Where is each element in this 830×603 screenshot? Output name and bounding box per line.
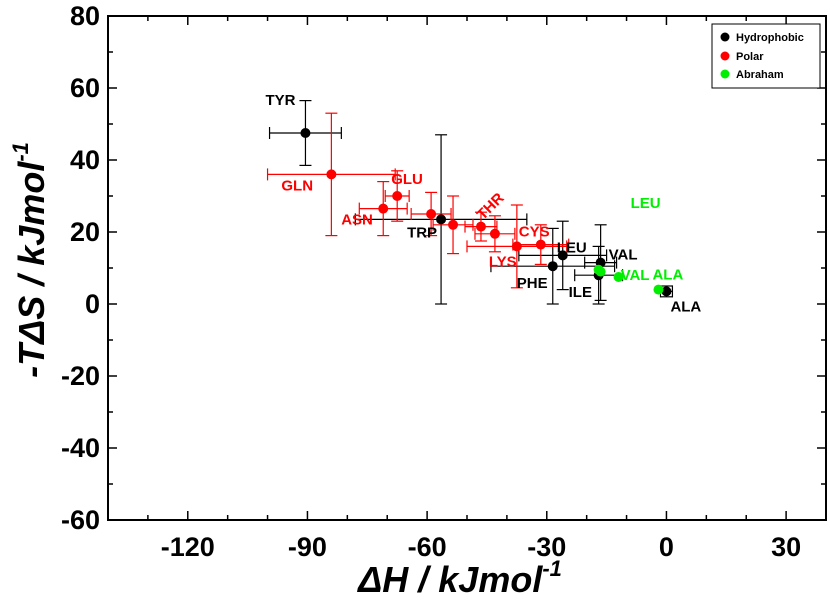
point-label: GLU: [391, 171, 423, 188]
point-label: PHE: [517, 275, 548, 292]
data-point: [547, 261, 558, 272]
x-tick-label: -60: [408, 532, 447, 562]
data-point: [326, 169, 337, 180]
x-axis-title: ΔH / kJmol-1: [356, 556, 562, 600]
data-point: [475, 221, 486, 232]
data-point: [436, 214, 447, 225]
point-label: ALA: [670, 298, 701, 315]
point-label: TYR: [265, 92, 295, 109]
data-point: [595, 266, 606, 277]
point-label: ASN: [341, 212, 373, 229]
legend-marker-polar: [720, 51, 730, 61]
point-label: LEU: [557, 239, 587, 256]
data-point: [300, 128, 311, 138]
point-label: VAL: [621, 267, 650, 284]
y-axis-title: -TΔS / kJmol-1: [8, 142, 52, 378]
point-label: ILE: [569, 284, 592, 301]
legend-label-hydrophobic: Hydrophobic: [736, 32, 804, 44]
data-point: [613, 272, 624, 282]
x-axis-title-text: ΔH / kJmol: [356, 559, 543, 600]
x-axis-title-sup: -1: [542, 556, 562, 581]
point-label: THR: [474, 189, 508, 223]
legend-marker-hydrophobic: [720, 32, 730, 42]
x-tick-label: 0: [659, 532, 674, 562]
point-label: GLN: [281, 177, 313, 194]
point-label: LEU: [631, 195, 661, 212]
x-tick-label: 30: [771, 532, 801, 562]
data-point: [661, 286, 672, 297]
point-label: VAL: [609, 247, 638, 264]
legend-box: [711, 23, 821, 89]
axes-layer: -120 -90 -60 -30 0 30 -60 -40 -20 0 20 40 60 80: [61, 1, 827, 562]
y-tick-label: 40: [70, 145, 100, 175]
x-tick-label: -120: [161, 532, 215, 562]
data-point: [378, 203, 389, 214]
data-point: [489, 228, 500, 239]
data-point: [557, 250, 568, 261]
data-point: [511, 241, 522, 252]
point-label: ALA: [652, 267, 683, 284]
data-point: [392, 191, 403, 201]
plot-frame: [107, 15, 827, 521]
legend-label-polar: Polar: [736, 51, 764, 63]
points-layer: [300, 128, 672, 297]
y-tick-label: -20: [61, 361, 100, 391]
y-tick-label: 0: [85, 289, 100, 319]
y-tick-label: 80: [70, 1, 100, 31]
y-axis-title-sup: -1: [8, 142, 33, 162]
y-tick-label: 20: [70, 217, 100, 247]
data-point: [653, 284, 664, 295]
x-tick-label: -90: [288, 532, 327, 562]
point-label: LYS: [489, 253, 517, 270]
legend-label-abraham: Abraham: [736, 69, 784, 81]
legend: Hydrophobic Polar Abraham: [711, 23, 821, 89]
y-tick-label: -40: [61, 433, 100, 463]
data-point: [448, 219, 459, 230]
point-label: TRP: [407, 224, 437, 241]
x-tick-label: -30: [527, 532, 566, 562]
y-tick-label: 60: [70, 73, 100, 103]
y-axis-title-text: -TΔS / kJmol: [11, 161, 52, 378]
y-tick-label: -60: [61, 505, 100, 535]
legend-marker-abraham: [720, 69, 730, 79]
data-point: [426, 209, 437, 219]
data-point: [535, 239, 546, 250]
error-bars-layer: [266, 99, 674, 305]
point-label: CYS: [519, 224, 550, 241]
